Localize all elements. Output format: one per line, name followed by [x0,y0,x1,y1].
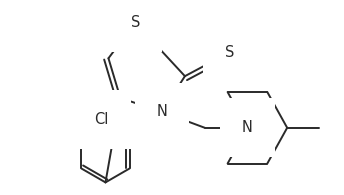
Text: S: S [225,45,234,60]
Text: N: N [242,120,253,135]
Text: S: S [131,15,140,30]
Text: N: N [157,104,168,119]
Text: Cl: Cl [94,112,109,127]
